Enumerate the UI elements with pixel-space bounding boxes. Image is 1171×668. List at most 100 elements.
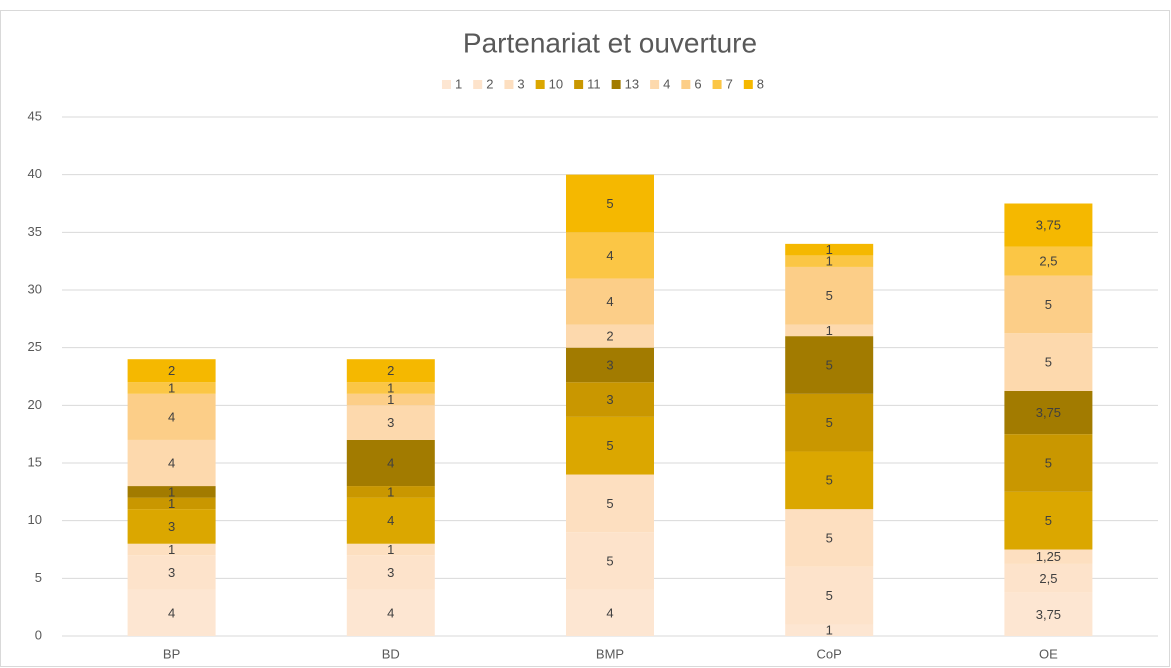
data-label: 5 (826, 357, 833, 372)
bar-segment (127, 497, 216, 510)
legend-label: 8 (757, 76, 764, 91)
legend-label: 6 (694, 76, 701, 91)
y-tick-label: 20 (28, 397, 42, 412)
bar-segment (566, 474, 654, 533)
data-label: 4 (387, 455, 394, 470)
bar-segment (566, 416, 654, 475)
data-label: 5 (826, 415, 833, 430)
bar-segment (1004, 491, 1093, 550)
y-tick-label: 0 (35, 627, 42, 642)
y-tick-label: 30 (28, 281, 42, 296)
legend-label: 13 (625, 76, 639, 91)
data-label: 5 (826, 530, 833, 545)
bar-segment (127, 555, 216, 590)
data-label: 5 (606, 496, 613, 511)
data-label: 2 (387, 363, 394, 378)
legend-swatch (611, 80, 621, 89)
data-label: 4 (387, 513, 394, 528)
bar-segment (1004, 246, 1093, 276)
data-label: 3 (387, 565, 394, 580)
legend-swatch (473, 80, 483, 89)
legend-label: 10 (549, 76, 563, 91)
bar-segment (785, 336, 874, 394)
legend-swatch (574, 80, 584, 89)
data-label: 2,5 (1039, 254, 1057, 269)
bar-segment (1004, 434, 1093, 492)
bar-segment (346, 382, 435, 394)
data-label: 3,75 (1036, 218, 1061, 233)
bar-segment (127, 382, 216, 394)
y-tick-label: 5 (35, 570, 42, 585)
bar-segment (785, 509, 874, 567)
bar-segment (566, 278, 654, 325)
bar-segment (785, 624, 874, 636)
legend: 1 2 3 10 11 13 4 6 7 8 (441, 76, 764, 91)
data-label: 5 (1045, 355, 1052, 370)
data-label: 4 (606, 248, 613, 263)
bar-segment (566, 232, 654, 279)
bar-segment (346, 497, 435, 544)
bar-segment (127, 439, 216, 487)
data-label: 1 (168, 484, 175, 499)
bar-segment (346, 439, 435, 487)
data-label: 1 (168, 542, 175, 557)
bar-segment (1004, 390, 1093, 435)
y-tick-label: 10 (28, 512, 42, 527)
data-label: 5 (606, 438, 613, 453)
legend-swatch (681, 80, 691, 89)
bar-segment (1004, 203, 1093, 247)
bar-segment (566, 174, 654, 233)
data-label: 3 (606, 357, 613, 372)
y-tick-label: 35 (28, 224, 42, 239)
y-tick-label: 40 (28, 166, 42, 181)
data-label: 1 (387, 380, 394, 395)
data-label: 4 (168, 605, 175, 620)
bar-segment (346, 405, 435, 440)
bar-segment (785, 451, 874, 510)
y-tick-label: 25 (28, 339, 42, 354)
data-label: 4 (168, 409, 175, 424)
legend-swatch (535, 80, 545, 89)
data-label: 1 (168, 496, 175, 511)
x-tick-label: CoP (817, 646, 842, 661)
data-label: 5 (1045, 455, 1052, 470)
legend-label: 3 (517, 76, 524, 91)
bar-segment (127, 543, 216, 556)
x-tick-label: BMP (596, 646, 624, 661)
legend-swatch (712, 80, 722, 89)
bar-segment (566, 589, 654, 636)
legend-swatch (743, 80, 753, 89)
data-label: 1 (826, 242, 833, 257)
data-label: 5 (826, 288, 833, 303)
bar-segment (785, 243, 874, 256)
data-label: 1 (387, 392, 394, 407)
bar-segment (1004, 333, 1093, 391)
data-label: 2 (168, 363, 175, 378)
bar-segment (346, 393, 435, 406)
bar-segment (346, 589, 435, 636)
legend-label: 11 (587, 76, 601, 91)
data-label: 2 (606, 329, 613, 344)
legend-swatch (504, 80, 514, 89)
legend-label: 2 (486, 76, 493, 91)
legend-label: 7 (726, 76, 733, 91)
data-label: 3,75 (1036, 607, 1061, 622)
bar-segment (1004, 563, 1093, 593)
data-label: 5 (826, 473, 833, 488)
bar-segment (346, 486, 435, 498)
bar-segment (1004, 549, 1093, 564)
legend-label: 4 (663, 76, 670, 91)
data-label: 1 (826, 623, 833, 638)
data-label: 3 (168, 565, 175, 580)
data-label: 5 (606, 553, 613, 568)
bar-segment (1004, 275, 1093, 334)
bar-segment (127, 589, 216, 636)
data-label: 5 (826, 588, 833, 603)
bar-segment (127, 393, 216, 440)
legend-label: 1 (455, 76, 462, 91)
bar-segment (346, 543, 435, 556)
data-label: 1 (387, 484, 394, 499)
bar-segment (346, 555, 435, 590)
bar-segment (127, 486, 216, 498)
